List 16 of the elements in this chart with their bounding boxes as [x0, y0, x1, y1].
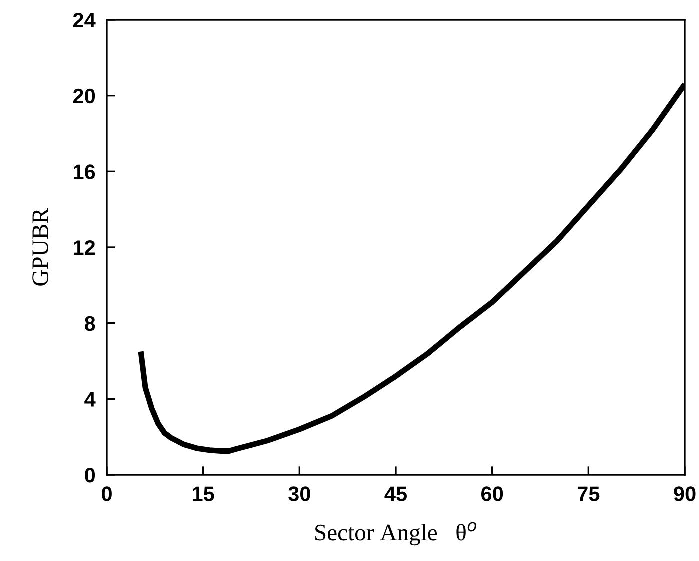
- y-tick-label: 0: [85, 468, 96, 483]
- y-tick-label: 20: [73, 88, 96, 104]
- x-tick-label: 15: [193, 486, 214, 502]
- y-tick-label: 16: [74, 164, 96, 180]
- x-tick-label: 0: [102, 486, 112, 502]
- y-tick-label: 12: [74, 240, 96, 256]
- y-tick-label: 24: [73, 13, 96, 28]
- x-tick-label: 45: [384, 486, 408, 502]
- y-axis-title: GPUBR: [32, 208, 48, 286]
- y-tick-label: 4: [84, 392, 96, 407]
- x-tick-label: 75: [578, 486, 600, 502]
- x-tick-label: 30: [288, 486, 310, 502]
- x-axis-title: Sector Angle θ$^{o}$: [316, 522, 476, 546]
- x-tick-label: 60: [482, 486, 504, 502]
- y-tick-label: 8: [84, 316, 96, 332]
- x-tick-label: 90: [674, 486, 696, 502]
